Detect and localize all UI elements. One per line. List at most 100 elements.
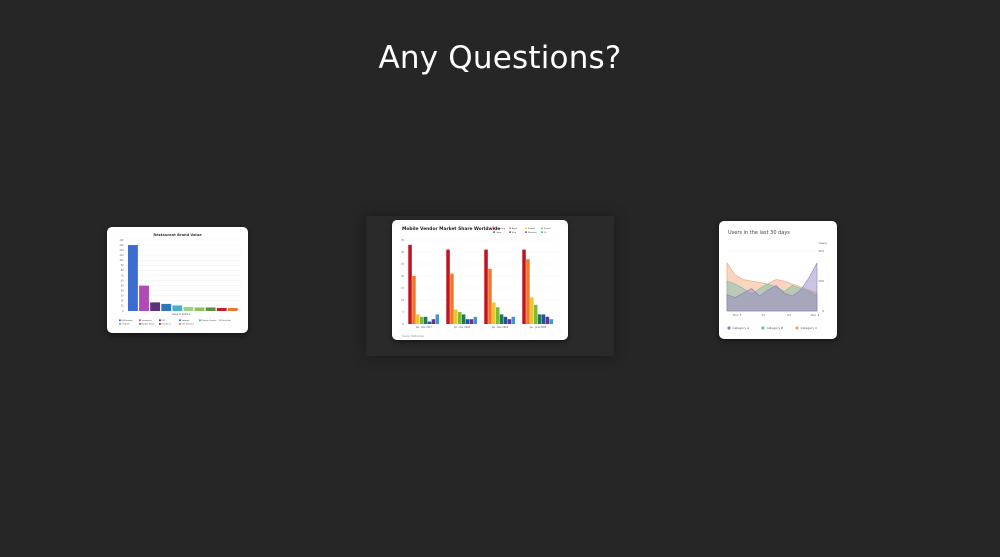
bar	[507, 319, 512, 324]
legend-label: McDonalds	[122, 320, 133, 322]
area-series	[726, 262, 818, 312]
legend-label: Apple	[512, 227, 518, 230]
y-tick-label: 20	[121, 300, 124, 303]
y-tick-label: 5	[403, 311, 405, 314]
legend-swatch	[795, 326, 799, 330]
chart-thumbnail-users-last-30-days[interactable]: Users in the last 30 days Users 400 200 0 …	[719, 221, 837, 339]
x-tick-label: Dec 3	[811, 313, 820, 317]
slide-title: Any Questions?	[378, 40, 622, 76]
legend-label: Category A	[733, 326, 751, 330]
bar	[530, 297, 534, 324]
chart-thumbnail-restaurant-brand-value[interactable]: Restaurant Brand Value 140 130 120 110 100 90…	[107, 227, 248, 333]
y-tick-label: 140	[119, 239, 124, 242]
bar-chart: Restaurant Brand Value 14013012011010090…	[119, 233, 241, 326]
y-tick-label: 400	[818, 249, 824, 253]
y-tick-label: 0	[822, 309, 824, 313]
bar	[484, 249, 488, 324]
legend-swatch	[727, 326, 731, 330]
area-chart: Users in the last 30 days Users 4002000 …	[726, 230, 827, 330]
y-tick-label: 40	[121, 290, 124, 293]
legend-label: Subway	[182, 320, 191, 322]
x-tick-label: Jan - Dec 2019	[491, 326, 509, 329]
legend-swatch	[541, 227, 543, 230]
legend-swatch	[159, 323, 161, 325]
legend-label: Burger King	[142, 323, 155, 326]
x-tick-label: 13	[761, 313, 765, 317]
bar	[465, 319, 470, 324]
bar	[537, 314, 542, 324]
x-tick-label: Jan - June 2020	[529, 326, 547, 329]
bar	[461, 314, 466, 324]
legend-swatch	[541, 231, 543, 233]
chart-title: Restaurant Brand Value	[153, 233, 202, 237]
legend-swatch	[199, 319, 201, 322]
legend-swatch	[493, 227, 495, 230]
bar	[503, 316, 508, 324]
y-tick-label: 50	[121, 284, 124, 287]
bar	[216, 307, 227, 311]
legend-label: Pizza Hut	[222, 319, 231, 322]
bar	[423, 316, 428, 324]
legend-swatch	[139, 319, 141, 322]
legend-label: Category C	[801, 326, 818, 330]
bar	[431, 319, 436, 324]
bar	[488, 268, 492, 324]
legend-swatch	[525, 231, 527, 233]
legend-swatch	[119, 323, 121, 325]
bar	[183, 306, 194, 311]
bar	[172, 305, 183, 311]
legend-swatch	[525, 227, 527, 230]
y-tick-label: 90	[121, 264, 124, 267]
y-tick-label: 30	[121, 295, 124, 298]
bar	[499, 314, 504, 324]
bar	[511, 316, 516, 324]
bar	[161, 303, 172, 311]
y-tick-label: 110	[119, 254, 124, 257]
bar	[492, 302, 496, 324]
bar	[139, 285, 149, 311]
legend-label: Starbucks	[142, 319, 152, 322]
legend-swatch	[179, 319, 181, 322]
y-tick-label: 130	[119, 244, 124, 247]
bar	[450, 273, 454, 324]
legend-swatch	[761, 326, 765, 330]
chart-title: Mobile Vendor Market Share Worldwide	[402, 226, 500, 232]
bar	[545, 316, 550, 324]
bar	[128, 245, 138, 311]
legend-swatch	[219, 319, 221, 322]
bar	[454, 309, 458, 324]
x-tick-label: 23	[787, 313, 791, 317]
y-tick-label: 80	[121, 269, 124, 272]
y-tick-label: 10	[121, 305, 124, 308]
y-tick-label: 0	[403, 323, 405, 326]
y-tick-label: 25	[401, 263, 404, 266]
bar	[549, 319, 554, 324]
legend-swatch	[139, 323, 141, 325]
x-tick-label: Nov 3	[733, 313, 742, 317]
y-tick-label: 200	[818, 279, 824, 283]
legend-label: Samsung	[496, 228, 506, 230]
legend-label: Motorola	[528, 231, 538, 234]
legend-label: Vivo	[512, 232, 517, 234]
area-series	[726, 262, 818, 312]
bar	[427, 321, 432, 324]
legend-swatch	[119, 319, 121, 322]
bar	[150, 302, 161, 311]
y-tick-label: 70	[121, 274, 124, 277]
chart-thumbnail-mobile-vendor-market-share[interactable]: Mobile Vendor Market Share Worldwide Sam…	[392, 220, 568, 340]
chart-title: Users in the last 30 days	[728, 230, 790, 236]
bar	[412, 276, 416, 324]
bar	[541, 314, 546, 324]
legend-label: Oppo	[496, 232, 502, 234]
bar	[469, 319, 474, 324]
bar	[205, 307, 216, 311]
legend-swatch	[509, 227, 511, 230]
legend-label: LG	[544, 232, 547, 234]
grouped-bar-chart: Mobile Vendor Market Share Worldwide Sam…	[401, 226, 558, 338]
bar	[416, 314, 420, 324]
legend-label: Xiaomi	[544, 228, 551, 230]
bar	[522, 249, 526, 324]
legend-label: Category B	[767, 326, 784, 330]
bar	[419, 316, 424, 324]
bar	[446, 249, 450, 324]
